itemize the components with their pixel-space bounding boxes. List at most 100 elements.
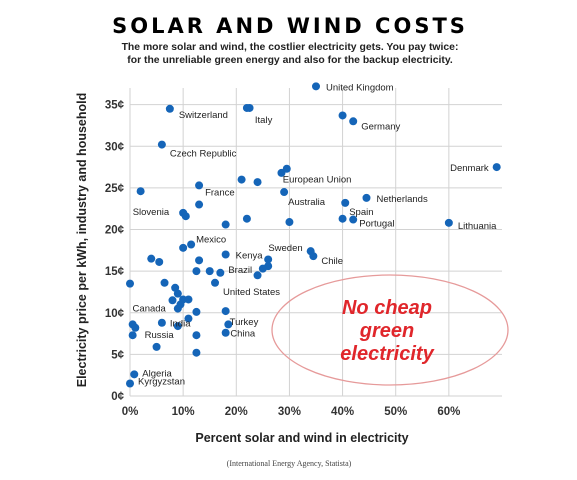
data-point — [253, 178, 262, 187]
point-label: Italy — [255, 115, 273, 126]
point-label: Kenya — [236, 250, 264, 261]
data-point — [195, 181, 204, 190]
annotation-line-1: No cheap — [342, 297, 432, 319]
x-tick-label: 0% — [122, 406, 139, 418]
gridlines — [129, 88, 502, 397]
y-tick-label: 30¢ — [105, 141, 125, 153]
data-point — [187, 240, 196, 249]
data-point — [362, 193, 371, 202]
source-note: (International Energy Agency, Statista) — [227, 459, 352, 468]
point-label: Netherlands — [376, 194, 427, 205]
data-points — [126, 82, 501, 388]
x-tick-label: 30% — [278, 406, 301, 418]
data-point — [157, 318, 166, 327]
data-point — [173, 304, 182, 313]
data-point — [282, 164, 291, 173]
point-label: Czech Republic — [170, 149, 237, 160]
x-tick-label: 20% — [225, 406, 248, 418]
data-point — [221, 307, 230, 316]
data-point — [338, 111, 347, 120]
data-point — [242, 103, 251, 112]
data-point — [309, 252, 318, 261]
point-label: Chile — [321, 256, 343, 267]
x-tick-label: 10% — [172, 406, 195, 418]
point-label: France — [205, 187, 235, 198]
data-point — [130, 370, 139, 379]
data-point — [221, 328, 230, 337]
data-point — [128, 331, 137, 340]
point-label: Sweden — [268, 243, 302, 254]
data-point — [192, 331, 201, 340]
data-point — [160, 278, 169, 287]
data-point — [195, 200, 204, 209]
data-point — [349, 117, 358, 126]
y-tick-label: 5¢ — [111, 349, 124, 361]
y-tick-label: 10¢ — [105, 308, 125, 320]
point-label: Portugal — [359, 219, 394, 230]
data-point — [285, 218, 294, 227]
x-axis-label: Percent solar and wind in electricity — [195, 431, 408, 445]
x-axis-ticks: 0% 10% 20% 30% 40% 50% 60% — [122, 406, 461, 418]
point-label: Kyrgyzstan — [138, 377, 185, 388]
point-label: Canada — [133, 304, 167, 315]
data-point — [157, 140, 166, 149]
point-label: Mexico — [196, 234, 226, 245]
data-point — [192, 307, 201, 316]
data-point — [492, 163, 501, 172]
data-point — [184, 314, 193, 323]
chart-title: SOLAR AND WIND COSTS — [112, 14, 468, 38]
data-point — [192, 267, 201, 276]
point-label: Lithuania — [458, 221, 497, 232]
data-point — [179, 243, 188, 252]
data-point — [168, 296, 177, 305]
data-point — [338, 214, 347, 223]
point-label: United States — [223, 287, 280, 298]
y-tick-label: 0¢ — [111, 391, 124, 403]
data-point — [165, 104, 174, 113]
data-point — [224, 320, 233, 329]
data-point — [192, 348, 201, 357]
data-point — [126, 279, 134, 288]
point-label: Russia — [145, 330, 175, 341]
data-point — [205, 267, 214, 276]
point-label: European Union — [283, 175, 352, 186]
data-point — [237, 175, 246, 184]
point-label: Australia — [288, 197, 326, 208]
x-tick-label: 60% — [437, 406, 460, 418]
point-label: Switzerland — [179, 110, 228, 121]
point-label: Slovenia — [133, 207, 170, 218]
data-point — [221, 220, 230, 229]
annotation-ellipse — [271, 274, 509, 386]
data-point — [216, 268, 225, 277]
point-label: Brazil — [228, 265, 252, 276]
chart-subtitle-line-2: for the unreliable green energy and also… — [127, 55, 453, 66]
y-tick-label: 20¢ — [105, 225, 125, 237]
point-label: Spain — [349, 207, 373, 218]
x-tick-label: 40% — [331, 406, 354, 418]
data-point — [253, 271, 262, 280]
data-point — [341, 198, 350, 207]
point-label: Algeria — [142, 368, 172, 379]
data-point — [280, 188, 289, 197]
data-point — [147, 254, 156, 263]
data-point — [126, 379, 134, 388]
point-label: United Kingdom — [326, 82, 394, 93]
data-point — [131, 323, 140, 332]
point-label: India — [170, 319, 191, 330]
point-label: Turkey — [230, 317, 259, 328]
y-axis-label: Electricity price per kWh, industry and … — [75, 93, 89, 388]
data-point — [136, 187, 145, 196]
data-point — [152, 342, 161, 351]
point-label: Germany — [361, 121, 400, 132]
data-point — [221, 250, 230, 259]
data-point — [258, 264, 267, 273]
data-point — [155, 257, 164, 266]
chart-subtitle-line-1: The more solar and wind, the costlier el… — [122, 42, 459, 53]
data-point — [184, 295, 193, 304]
data-point — [444, 218, 453, 227]
data-point — [195, 256, 204, 265]
data-point — [211, 278, 220, 287]
point-label: China — [230, 328, 256, 339]
data-point — [264, 255, 273, 264]
